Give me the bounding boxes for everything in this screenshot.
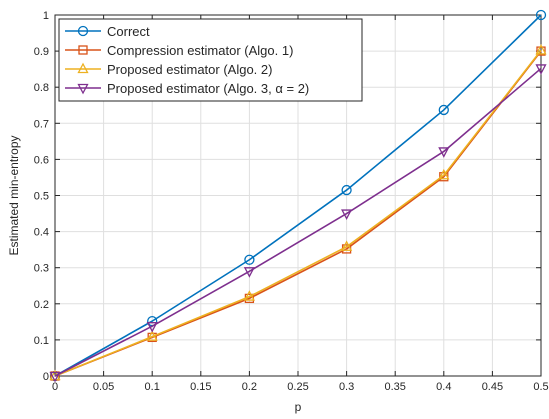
legend-marker bbox=[77, 62, 89, 74]
data-point bbox=[535, 9, 547, 21]
data-point bbox=[341, 209, 353, 220]
legend-marker bbox=[77, 25, 89, 37]
y-axis-label: Estimated min-entropy bbox=[7, 135, 21, 255]
data-point bbox=[244, 254, 255, 265]
data-point bbox=[243, 267, 255, 278]
y-tick-label: 0.2 bbox=[34, 299, 49, 311]
data-point bbox=[243, 290, 255, 301]
series-area bbox=[49, 9, 547, 383]
series-4 bbox=[49, 64, 547, 383]
legend: Correct Compression estimator (Algo. 1) Pr… bbox=[58, 18, 363, 102]
legend-item: Proposed estimator (Algo. 2) bbox=[65, 62, 272, 77]
y-tick-label: 0.3 bbox=[34, 263, 49, 275]
legend-item: Compression estimator (Algo. 1) bbox=[65, 43, 293, 58]
x-tick-label: 0.1 bbox=[145, 381, 160, 393]
y-tick-label: 0.6 bbox=[34, 154, 49, 166]
plot-frame bbox=[54, 14, 542, 377]
data-point bbox=[535, 64, 547, 75]
data-point bbox=[438, 104, 449, 116]
legend-label: Proposed estimator (Algo. 2) bbox=[107, 62, 272, 77]
y-tick-label: 0 bbox=[43, 371, 49, 383]
data-point bbox=[438, 168, 450, 180]
x-tick-label: 0 bbox=[52, 381, 58, 393]
legend-item: Correct bbox=[65, 24, 150, 39]
data-point bbox=[341, 240, 353, 251]
y-tick-label: 1 bbox=[43, 10, 49, 22]
y-tick-label: 0.4 bbox=[34, 227, 49, 239]
x-tick-label: 0.3 bbox=[339, 381, 354, 393]
data-point bbox=[146, 330, 158, 341]
series-line bbox=[54, 49, 542, 377]
x-tick-label: 0.35 bbox=[384, 381, 405, 393]
data-point bbox=[146, 322, 158, 333]
legend-item: Proposed estimator (Algo. 3, α = 2) bbox=[65, 81, 309, 96]
data-point bbox=[147, 332, 157, 343]
series-3 bbox=[49, 43, 547, 381]
x-tick-label: 0.15 bbox=[190, 381, 211, 393]
y-tick-label: 0.5 bbox=[34, 191, 49, 203]
y-tick-label: 0.8 bbox=[34, 82, 49, 94]
legend-marker bbox=[78, 45, 88, 55]
x-tick-label: 0.25 bbox=[287, 381, 308, 393]
y-tick-label: 0.9 bbox=[34, 46, 49, 58]
series-line bbox=[54, 14, 542, 377]
data-point bbox=[536, 46, 546, 56]
data-point bbox=[341, 184, 352, 196]
x-tick-label: 0.45 bbox=[482, 381, 503, 393]
y-tick-label: 0.7 bbox=[34, 118, 49, 130]
legend-box bbox=[58, 18, 363, 102]
legend-marker bbox=[77, 83, 89, 95]
legend-label: Compression estimator (Algo. 1) bbox=[107, 43, 293, 58]
legend-label: Proposed estimator (Algo. 3, α = 2) bbox=[107, 81, 309, 96]
x-tick-label: 0.5 bbox=[533, 381, 548, 393]
legend-label: Correct bbox=[107, 24, 150, 39]
data-point bbox=[438, 147, 450, 158]
data-point bbox=[535, 43, 547, 55]
x-tick-label: 0.05 bbox=[93, 381, 114, 393]
x-tick-label: 0.4 bbox=[436, 381, 451, 393]
series-line bbox=[54, 67, 542, 377]
y-tick-label: 0.1 bbox=[34, 335, 49, 347]
x-axis-label: p bbox=[295, 400, 302, 414]
axes: 0 0.05 0.1 0.15 0.2 0.25 0.3 0.35 0.4 0.45 0.5 0 0.1… bbox=[34, 10, 549, 393]
data-point bbox=[49, 371, 61, 383]
x-tick-label: 0.2 bbox=[242, 381, 257, 393]
